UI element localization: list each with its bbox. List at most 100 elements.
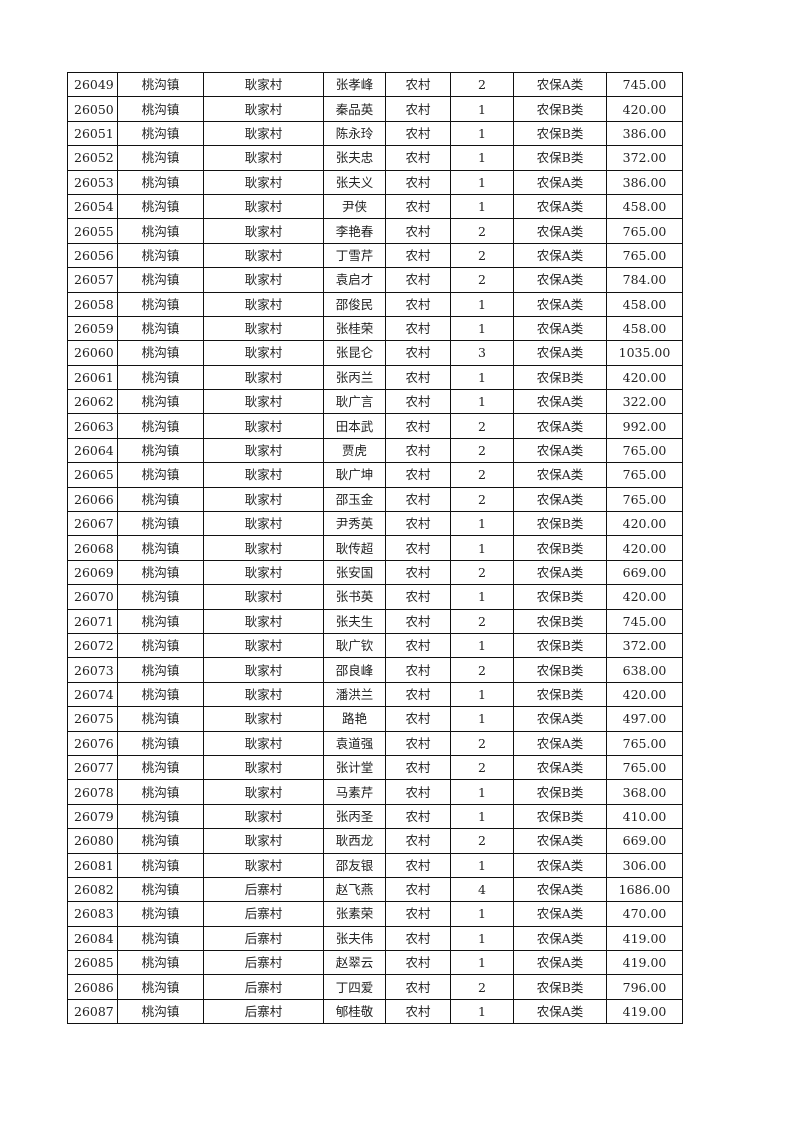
insurance-type-cell: 农保A类: [513, 486, 607, 513]
amount-cell: 765.00: [606, 486, 683, 513]
area-type-cell: 农村: [385, 876, 451, 903]
area-type-cell: 农村: [385, 730, 451, 756]
town-cell: 桃沟镇: [117, 169, 204, 195]
table-body: 26049 桃沟镇 耿家村 张孝峰 农村 2 农保A类 745.00 26050 桃沟镇 耿家村 秦品…: [67, 71, 683, 1025]
amount-cell: 992.00: [606, 413, 683, 439]
id-cell: 26069: [67, 559, 118, 586]
insurance-type-cell: 农保A类: [513, 242, 607, 269]
area-type-cell: 农村: [385, 340, 451, 366]
town-cell: 桃沟镇: [117, 120, 204, 147]
table-row: 26080 桃沟镇 耿家村 耿西龙 农村 2 农保A类 669.00: [67, 828, 683, 854]
household-count-cell: 2: [450, 218, 514, 244]
village-cell: 耿家村: [203, 803, 324, 830]
table-row: 26074 桃沟镇 耿家村 潘洪兰 农村 1 农保B类 420.00: [67, 681, 683, 708]
name-cell: 陈永玲: [323, 120, 386, 147]
table-row: 26068 桃沟镇 耿家村 耿传超 农村 1 农保B类 420.00: [67, 535, 683, 561]
table-row: 26075 桃沟镇 耿家村 路艳 农村 1 农保A类 497.00: [67, 706, 683, 732]
amount-cell: 420.00: [606, 535, 683, 561]
town-cell: 桃沟镇: [117, 828, 204, 854]
household-count-cell: 2: [450, 267, 514, 293]
household-count-cell: 2: [450, 657, 514, 683]
household-count-cell: 1: [450, 193, 514, 220]
name-cell: 路艳: [323, 706, 386, 732]
amount-cell: 765.00: [606, 730, 683, 756]
household-count-cell: 2: [450, 71, 514, 98]
area-type-cell: 农村: [385, 291, 451, 317]
id-cell: 26057: [67, 267, 118, 293]
id-cell: 26086: [67, 974, 118, 1000]
area-type-cell: 农村: [385, 242, 451, 269]
name-cell: 郇桂敬: [323, 998, 386, 1025]
insurance-type-cell: 农保A类: [513, 754, 607, 781]
id-cell: 26062: [67, 389, 118, 415]
id-cell: 26081: [67, 852, 118, 878]
name-cell: 潘洪兰: [323, 681, 386, 708]
insurance-type-cell: 农保A类: [513, 169, 607, 195]
name-cell: 马素芹: [323, 779, 386, 805]
id-cell: 26059: [67, 315, 118, 342]
household-count-cell: 1: [450, 120, 514, 147]
amount-cell: 765.00: [606, 437, 683, 464]
id-cell: 26058: [67, 291, 118, 317]
amount-cell: 419.00: [606, 950, 683, 976]
id-cell: 26060: [67, 340, 118, 366]
insurance-type-cell: 农保A类: [513, 901, 607, 927]
household-count-cell: 1: [450, 681, 514, 708]
amount-cell: 1686.00: [606, 876, 683, 903]
household-count-cell: 1: [450, 852, 514, 878]
name-cell: 张丙兰: [323, 364, 386, 391]
id-cell: 26072: [67, 632, 118, 659]
table-row: 26054 桃沟镇 耿家村 尹侠 农村 1 农保A类 458.00: [67, 193, 683, 220]
table-row: 26071 桃沟镇 耿家村 张夫生 农村 2 农保B类 745.00: [67, 608, 683, 634]
amount-cell: 458.00: [606, 291, 683, 317]
name-cell: 张书英: [323, 584, 386, 610]
amount-cell: 638.00: [606, 657, 683, 683]
insurance-type-cell: 农保A类: [513, 291, 607, 317]
table-row: 26078 桃沟镇 耿家村 马素芹 农村 1 农保B类 368.00: [67, 779, 683, 805]
id-cell: 26074: [67, 681, 118, 708]
name-cell: 邵友银: [323, 852, 386, 878]
table-row: 26059 桃沟镇 耿家村 张桂荣 农村 1 农保A类 458.00: [67, 315, 683, 342]
area-type-cell: 农村: [385, 632, 451, 659]
amount-cell: 420.00: [606, 681, 683, 708]
id-cell: 26079: [67, 803, 118, 830]
insurance-type-cell: 农保A类: [513, 340, 607, 366]
name-cell: 张计堂: [323, 754, 386, 781]
household-count-cell: 2: [450, 730, 514, 756]
insurance-type-cell: 农保A类: [513, 876, 607, 903]
insurance-type-cell: 农保A类: [513, 462, 607, 488]
town-cell: 桃沟镇: [117, 218, 204, 244]
amount-cell: 386.00: [606, 169, 683, 195]
amount-cell: 410.00: [606, 803, 683, 830]
table-row: 26065 桃沟镇 耿家村 耿广坤 农村 2 农保A类 765.00: [67, 462, 683, 488]
town-cell: 桃沟镇: [117, 779, 204, 805]
village-cell: 耿家村: [203, 828, 324, 854]
insurance-type-cell: 农保B类: [513, 364, 607, 391]
area-type-cell: 农村: [385, 169, 451, 195]
household-count-cell: 2: [450, 462, 514, 488]
insurance-type-cell: 农保A类: [513, 828, 607, 854]
table-row: 26050 桃沟镇 耿家村 秦品英 农村 1 农保B类 420.00: [67, 96, 683, 122]
town-cell: 桃沟镇: [117, 437, 204, 464]
table-row: 26051 桃沟镇 耿家村 陈永玲 农村 1 农保B类 386.00: [67, 120, 683, 147]
id-cell: 26083: [67, 901, 118, 927]
area-type-cell: 农村: [385, 120, 451, 147]
household-count-cell: 1: [450, 535, 514, 561]
household-count-cell: 2: [450, 242, 514, 269]
name-cell: 邵俊民: [323, 291, 386, 317]
insurance-type-cell: 农保A类: [513, 925, 607, 952]
village-cell: 耿家村: [203, 584, 324, 610]
town-cell: 桃沟镇: [117, 389, 204, 415]
area-type-cell: 农村: [385, 535, 451, 561]
village-cell: 后寨村: [203, 974, 324, 1000]
name-cell: 张孝峰: [323, 71, 386, 98]
town-cell: 桃沟镇: [117, 364, 204, 391]
id-cell: 26056: [67, 242, 118, 269]
village-cell: 耿家村: [203, 120, 324, 147]
village-cell: 耿家村: [203, 657, 324, 683]
area-type-cell: 农村: [385, 779, 451, 805]
village-cell: 耿家村: [203, 169, 324, 195]
name-cell: 耿广坤: [323, 462, 386, 488]
name-cell: 袁启才: [323, 267, 386, 293]
id-cell: 26068: [67, 535, 118, 561]
